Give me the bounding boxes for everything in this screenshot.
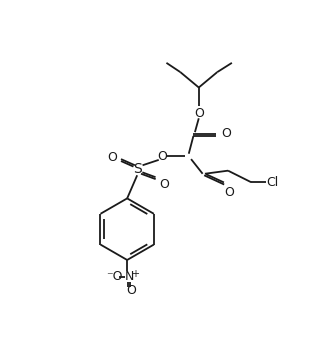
Text: O: O: [107, 151, 117, 164]
Text: Cl: Cl: [266, 176, 279, 189]
Text: O: O: [225, 186, 235, 199]
Text: O: O: [194, 107, 204, 120]
Text: O: O: [159, 178, 169, 191]
Text: ⁻O: ⁻O: [106, 270, 122, 283]
Text: O: O: [157, 150, 167, 162]
Text: N: N: [125, 270, 134, 283]
Text: +: +: [131, 269, 139, 279]
Text: O: O: [221, 127, 231, 140]
Text: O: O: [126, 284, 136, 297]
Text: S: S: [134, 162, 142, 176]
